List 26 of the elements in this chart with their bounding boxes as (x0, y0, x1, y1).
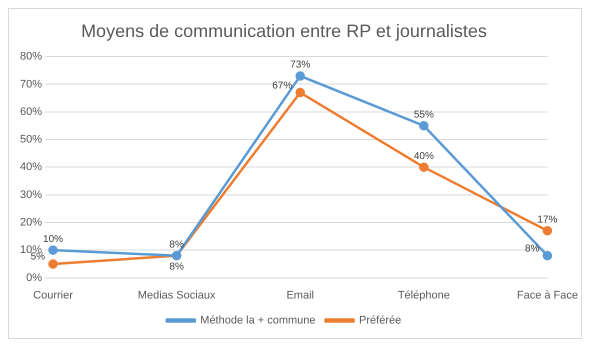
data-label: 73% (290, 60, 310, 71)
x-tick-label: Email (286, 289, 314, 302)
chart-title: Moyens de communication entre RP et journalistes (81, 20, 487, 41)
y-tick-label: 60% (20, 106, 42, 118)
x-tick-label: Face à Face (516, 289, 578, 302)
data-label: 10% (43, 234, 64, 245)
y-tick-label: 0% (26, 272, 42, 284)
data-label: 5% (30, 252, 46, 263)
x-tick-label: Medias Sociaux (138, 289, 216, 302)
x-tick-label: Courrier (33, 289, 74, 302)
y-tick-label: 80% (20, 50, 42, 63)
y-tick-label: 50% (20, 134, 42, 146)
data-label: 40% (414, 150, 434, 162)
legend-label: Méthode la + commune (200, 314, 316, 327)
data-label: 17% (537, 214, 558, 226)
y-tick-label: 30% (20, 188, 42, 201)
y-tick-label: 70% (20, 78, 42, 90)
data-label: 8% (169, 239, 184, 250)
x-tick-label: Téléphone (398, 289, 450, 302)
y-tick-label: 20% (20, 216, 42, 229)
data-label: 8% (169, 261, 184, 272)
data-label: 8% (524, 243, 540, 254)
y-tick-label: 40% (20, 161, 42, 174)
data-label: 67% (272, 80, 292, 92)
data-label: 55% (414, 109, 434, 120)
legend-label: Préférée (359, 314, 402, 327)
